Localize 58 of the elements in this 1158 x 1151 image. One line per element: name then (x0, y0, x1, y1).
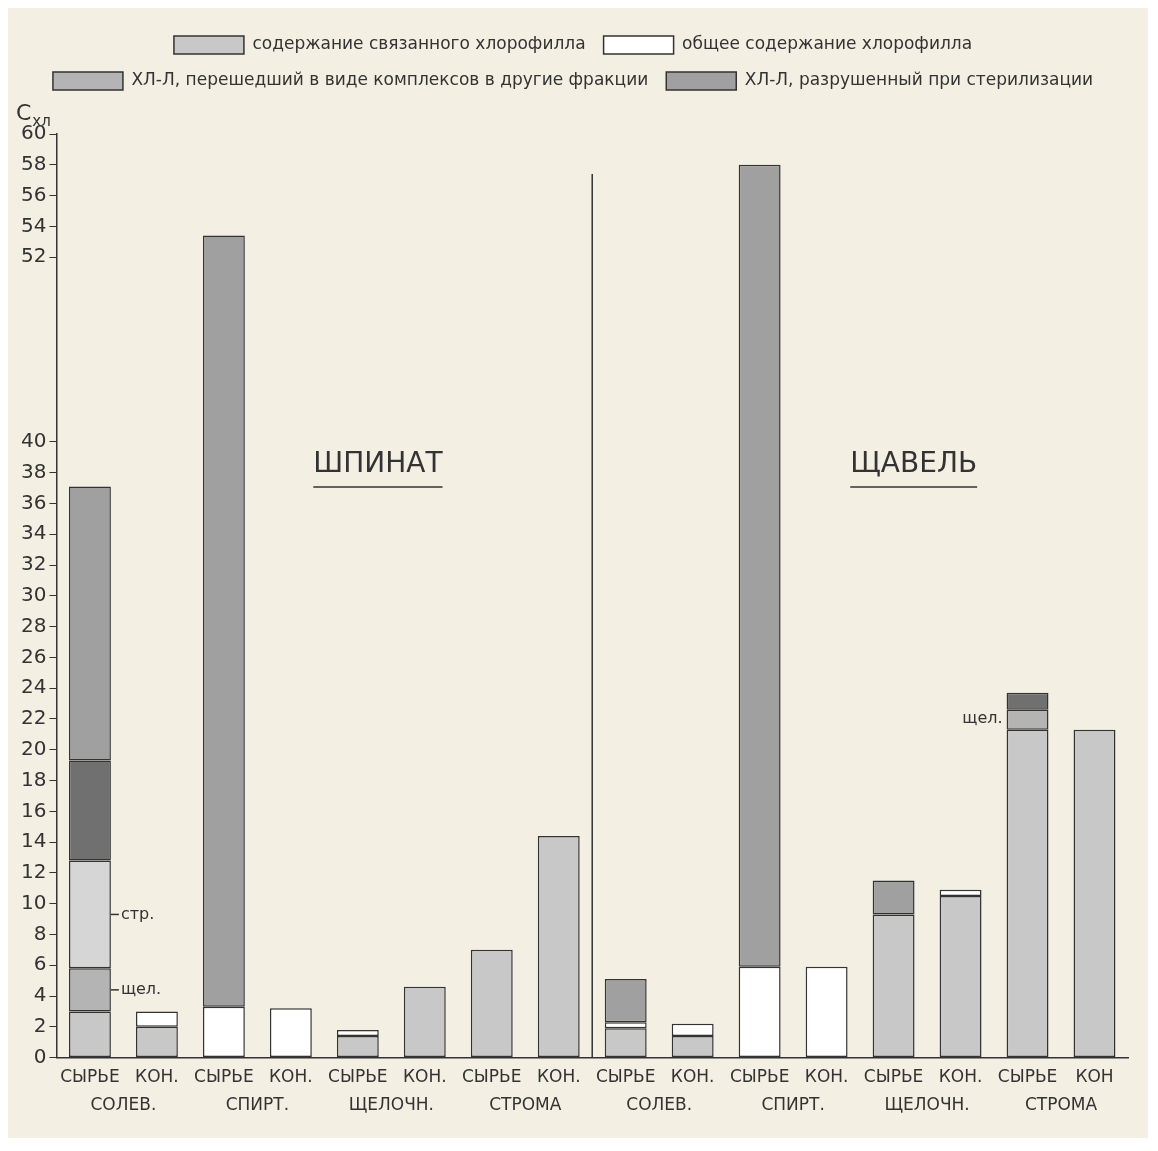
text: СТРОМА (489, 1094, 562, 1115)
annotation: стр. (120, 903, 155, 923)
text: СПИРТ. (761, 1094, 825, 1115)
text: СОЛЕВ. (90, 1094, 157, 1115)
legend-label: общее содержание хлорофилла (682, 33, 973, 54)
y-tick-label: 6 (33, 951, 47, 976)
y-tick-label: 38 (21, 458, 47, 483)
x-tick-label: КОН. (804, 1066, 849, 1087)
y-tick-label: 0 (33, 1043, 47, 1068)
x-tick-label: СЫРЬЕ (863, 1066, 924, 1087)
y-tick-label: 28 (21, 612, 47, 637)
x-tick-label: СЫРЬЕ (595, 1066, 656, 1087)
y-tick-label: 26 (21, 643, 47, 668)
y-tick-label: 2 (33, 1013, 47, 1038)
annotation: щел. (962, 708, 1003, 728)
x-tick-label: СЫРЬЕ (729, 1066, 790, 1087)
y-tick-label: 10 (21, 889, 47, 914)
y-tick-label: 16 (21, 797, 47, 822)
legend-label: ХЛ-Л, разрушенный при стерилизации (744, 69, 1094, 90)
x-tick-label: КОН. (670, 1066, 715, 1087)
y-tick-label: 56 (21, 181, 47, 206)
x-tick-label: КОН. (269, 1066, 313, 1087)
y-tick-label: 30 (21, 582, 47, 606)
y-tick-label: 12 (21, 859, 47, 884)
y-tick-label: 36 (21, 489, 47, 514)
x-tick-label: СЫРЬЕ (462, 1066, 522, 1087)
y-tick-label: 58 (21, 150, 47, 175)
text: СОЛЕВ. (626, 1094, 693, 1115)
x-tick-label: КОН. (536, 1066, 581, 1087)
y-tick-label: 8 (33, 920, 47, 945)
y-tick-label: 18 (21, 766, 47, 791)
text: ЩЕЛОЧН. (884, 1094, 970, 1115)
text: СПИРТ. (225, 1094, 290, 1115)
y-tick-label: 54 (21, 212, 47, 237)
annotation: щел. (120, 979, 162, 999)
y-tick-label: 20 (21, 735, 47, 760)
legend-label: ХЛ-Л, перешедший в виде комплексов в другие фракции (131, 69, 649, 90)
y-tick-label: 4 (33, 982, 47, 1007)
y-tick-label: 34 (21, 520, 47, 545)
x-tick-label: СЫРЬЕ (997, 1066, 1058, 1087)
x-tick-label: СЫРЬЕ (328, 1066, 388, 1087)
y-tick-label: 40 (21, 428, 47, 453)
y-tick-label: 22 (21, 705, 47, 730)
x-tick-label: СЫРЬЕ (60, 1066, 120, 1087)
x-tick-label: КОН (1075, 1066, 1114, 1087)
x-tick-label: СЫРЬЕ (194, 1066, 254, 1087)
annotation: ЩАВЕЛЬ (850, 446, 978, 480)
text: СТРОМА (1024, 1094, 1098, 1115)
x-tick-label: КОН. (402, 1066, 447, 1087)
x-tick-label: КОН. (938, 1066, 983, 1087)
y-tick-label: 32 (21, 551, 47, 576)
y-tick-label: 52 (21, 243, 47, 268)
text: ЩЕЛОЧН. (348, 1094, 434, 1115)
legend-label: содержание связанного хлорофилла (252, 33, 586, 54)
x-tick-label: КОН. (135, 1066, 179, 1087)
y-tick-label: 14 (21, 828, 47, 853)
annotation: ШПИНАТ (313, 446, 444, 480)
y-tick-label: 24 (21, 674, 47, 699)
